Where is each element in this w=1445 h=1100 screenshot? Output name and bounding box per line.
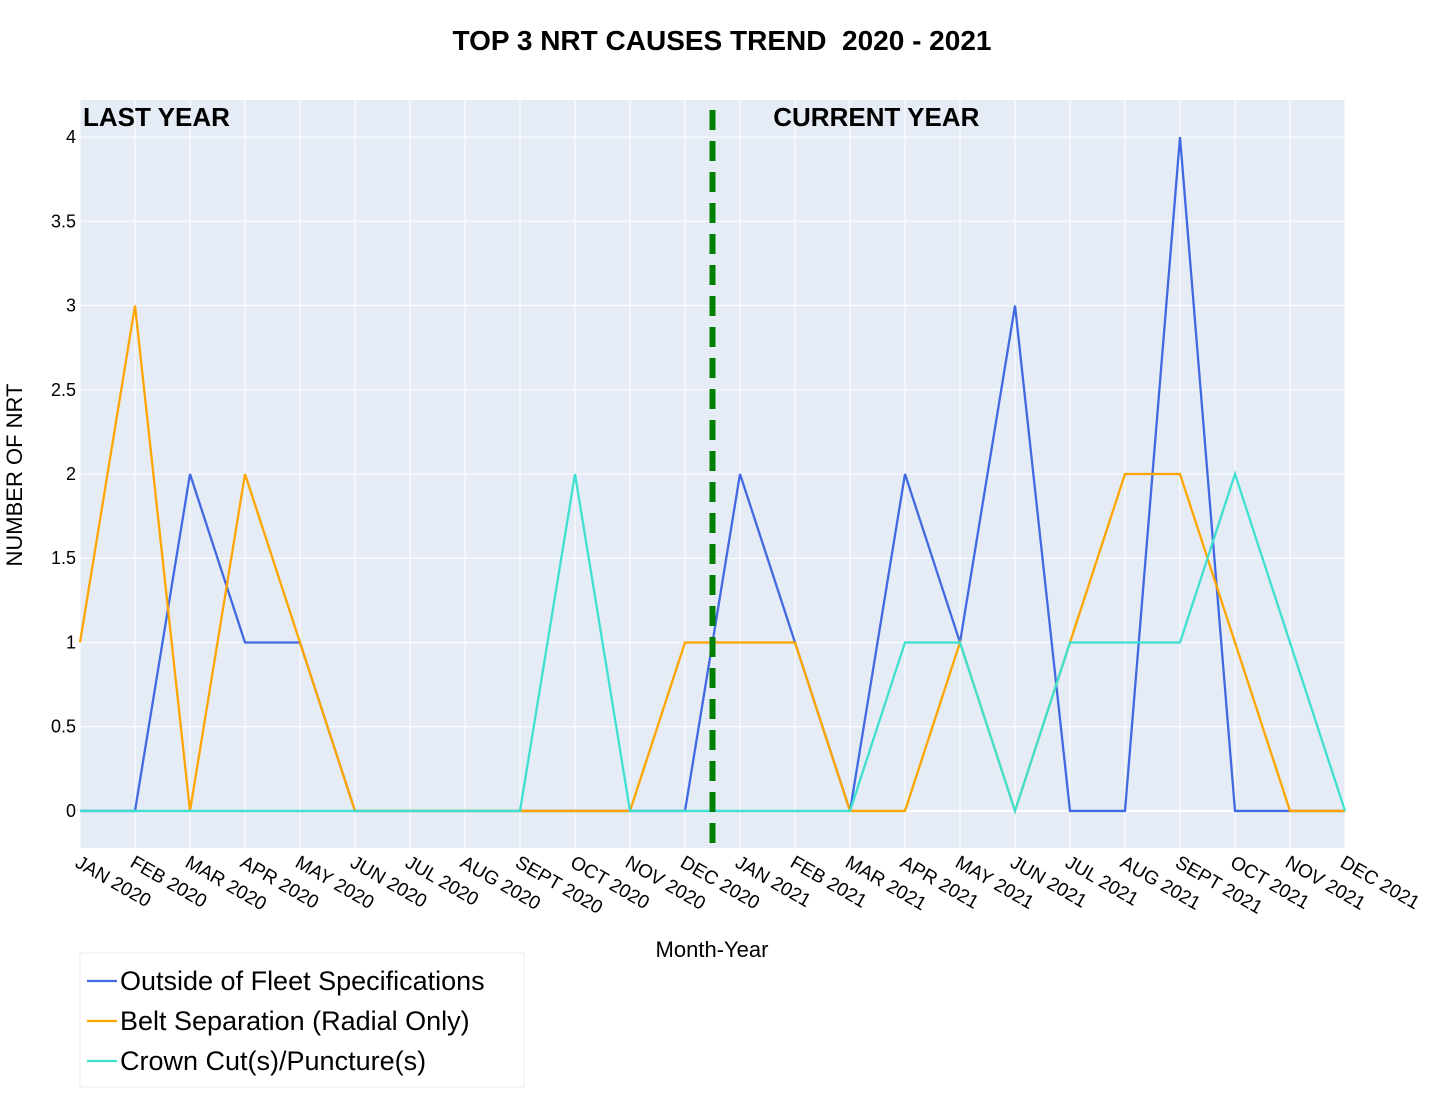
legend: Outside of Fleet Specifications Belt Sepa… bbox=[79, 952, 525, 1088]
legend-label: Crown Cut(s)/Puncture(s) bbox=[120, 1046, 426, 1076]
y-tick-label: 4 bbox=[66, 127, 76, 147]
y-tick-label: 3.5 bbox=[51, 211, 76, 231]
legend-box bbox=[79, 952, 525, 1088]
chart-title: TOP 3 NRT CAUSES TREND 2020 - 2021 bbox=[453, 25, 992, 56]
y-tick-label: 1 bbox=[66, 632, 76, 652]
y-tick-label: 1.5 bbox=[51, 548, 76, 568]
legend-label: Belt Separation (Radial Only) bbox=[120, 1006, 470, 1036]
y-tick-label: 0 bbox=[66, 801, 76, 821]
last-year-annotation: LAST YEAR bbox=[83, 102, 230, 132]
legend-label: Outside of Fleet Specifications bbox=[120, 966, 485, 996]
y-tick-label: 0.5 bbox=[51, 717, 76, 737]
current-year-annotation: CURRENT YEAR bbox=[773, 102, 979, 132]
y-tick-label: 2.5 bbox=[51, 380, 76, 400]
y-tick-label: 2 bbox=[66, 464, 76, 484]
y-tick-label: 3 bbox=[66, 296, 76, 316]
y-axis-title: NUMBER OF NRT bbox=[2, 384, 27, 567]
x-axis-title: Month-Year bbox=[656, 937, 769, 962]
